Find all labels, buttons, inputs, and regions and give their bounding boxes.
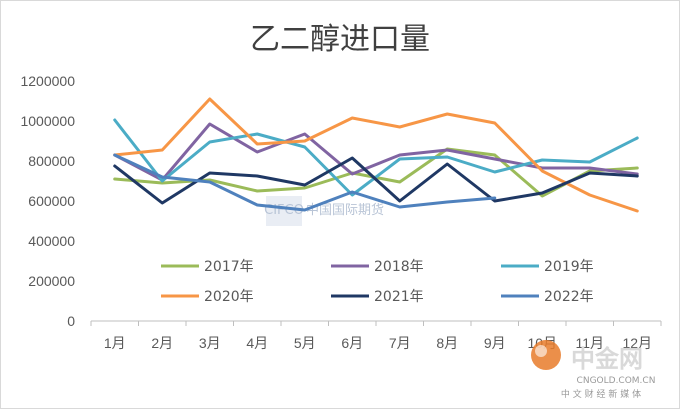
logo-domain: CNGOLD.COM.CN	[577, 376, 656, 386]
series-line-2022年	[113, 153, 497, 212]
watermark-text: 中国国际期货	[306, 202, 384, 218]
legend-label: 2020年	[204, 289, 254, 305]
series-line-2021年	[113, 156, 639, 205]
y-tick-label: 0	[67, 313, 75, 329]
x-axis: 1月2月3月4月5月6月7月8月9月10月11月12月	[90, 320, 662, 351]
logo-icon-highlight	[535, 345, 547, 357]
x-tick-label: 9月	[484, 335, 506, 351]
series-line-2020年	[113, 97, 639, 213]
y-tick-label: 1200000	[20, 73, 75, 89]
x-tick-label: 1月	[104, 335, 126, 351]
x-tick-label: 5月	[294, 335, 316, 351]
x-tick-label: 4月	[246, 335, 268, 351]
x-tick-label: 12月	[622, 335, 652, 351]
x-tick-label: 2月	[151, 335, 173, 351]
watermark: CIFCO 中国国际期货	[264, 196, 384, 226]
series-layer	[113, 97, 639, 213]
y-tick-label: 200000	[28, 273, 75, 289]
y-tick-label: 400000	[28, 233, 75, 249]
x-tick-label: 11月	[575, 335, 604, 351]
watermark-badge	[266, 196, 302, 226]
x-tick-label: 6月	[341, 335, 363, 351]
legend-label: 2019年	[544, 259, 594, 275]
logo-name: 中金网	[571, 345, 643, 373]
legend-label: 2018年	[374, 259, 424, 275]
legend-label: 2021年	[374, 289, 424, 305]
y-axis: 0 200000 400000 600000 800000 1000000 1200000	[20, 73, 75, 329]
x-tick-label: 7月	[389, 335, 411, 351]
legend-label: 2017年	[204, 259, 254, 275]
logo-icon	[531, 340, 561, 370]
legend-label: 2022年	[544, 289, 594, 305]
series-line-2018年	[113, 122, 639, 182]
logo-tagline: 中 文 财 经 新 媒 体	[561, 388, 641, 400]
y-tick-label: 600000	[28, 193, 75, 209]
x-tick-label: 8月	[436, 335, 458, 351]
y-tick-label: 800000	[28, 153, 75, 169]
cngold-logo: 中金网 CNGOLD.COM.CN 中 文 财 经 新 媒 体	[531, 340, 655, 400]
chart-title: 乙二醇进口量	[250, 22, 430, 57]
series-line-2019年	[113, 118, 639, 197]
x-tick-label: 3月	[199, 335, 221, 351]
legend: 2017年 2018年 2019年 2020年 2021年 2022年	[161, 259, 594, 305]
y-tick-label: 1000000	[20, 113, 75, 129]
